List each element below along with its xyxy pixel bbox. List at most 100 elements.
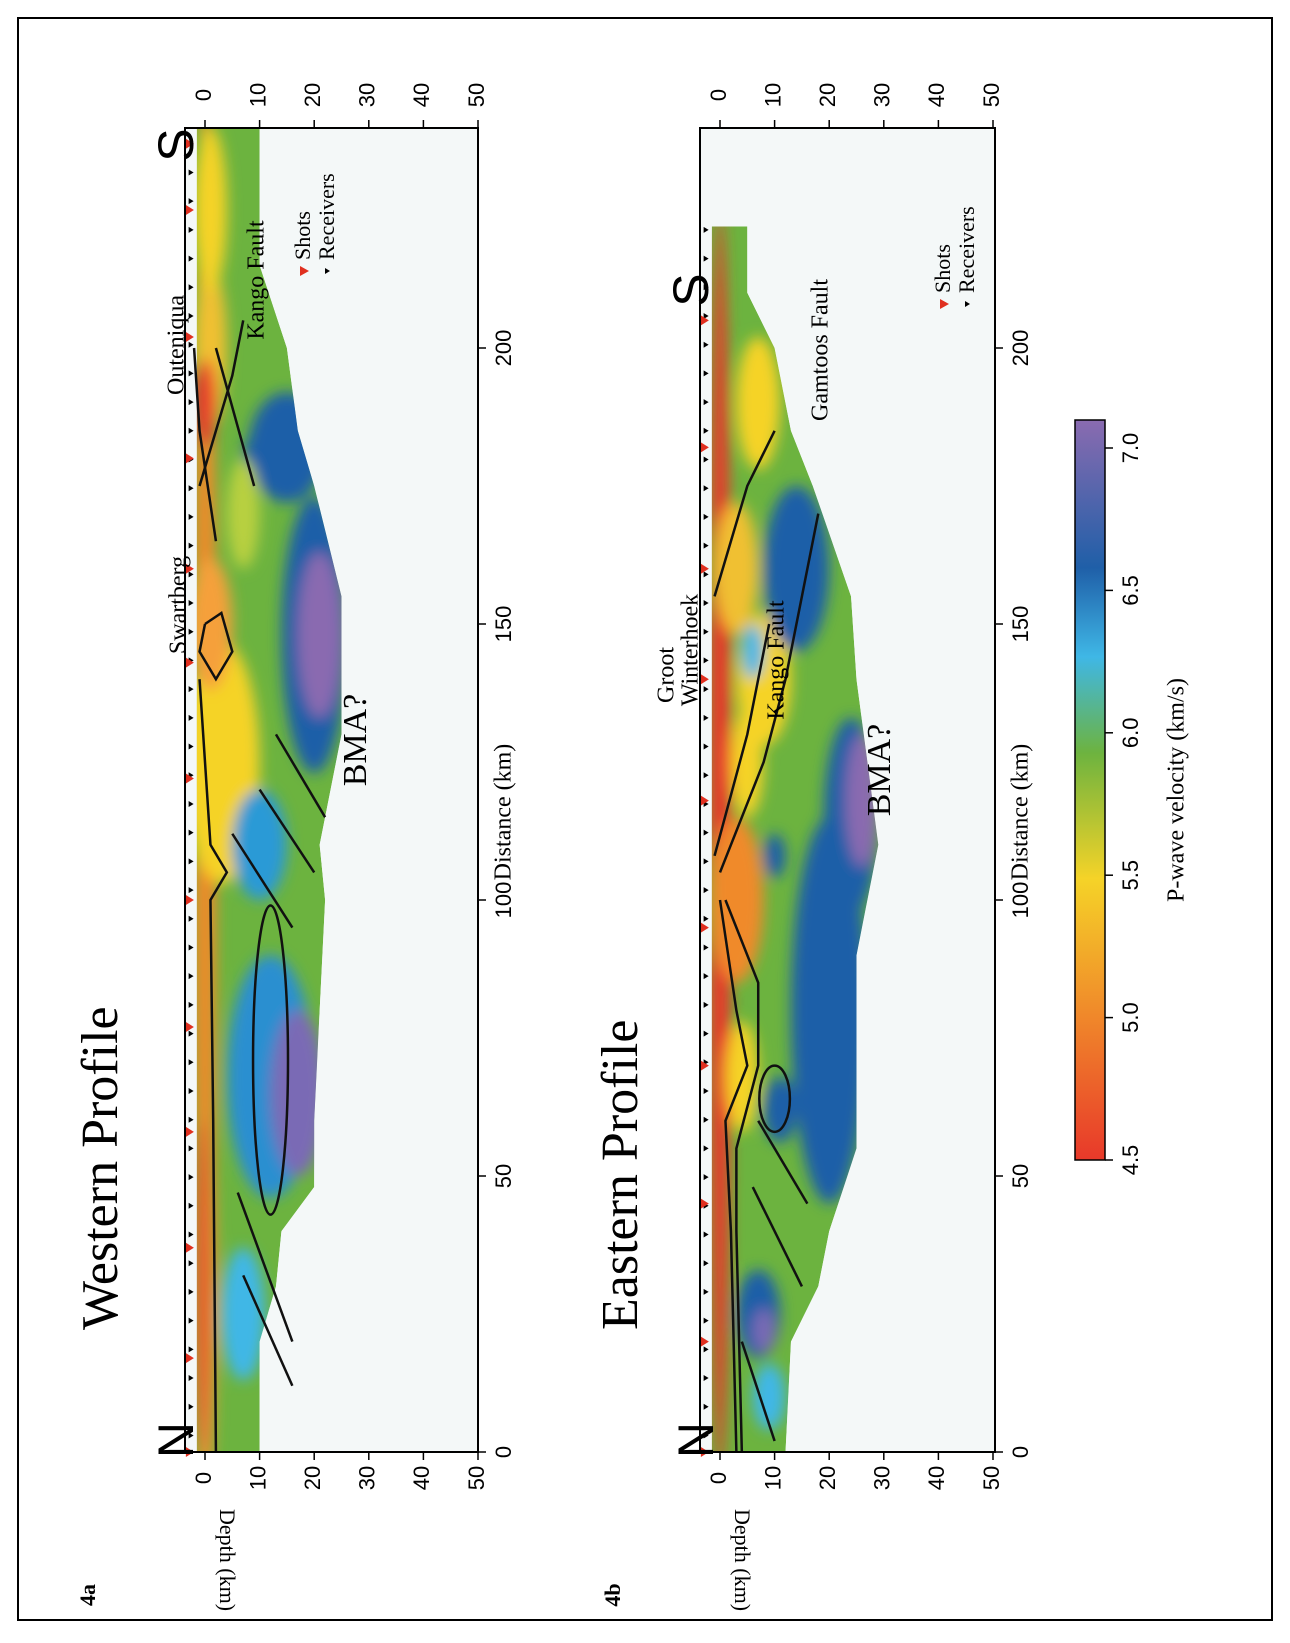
panel-label: 4b	[600, 1583, 625, 1606]
colorbar-tick-label: 5.5	[1118, 860, 1143, 891]
annotation: Groot	[654, 647, 680, 703]
receiver	[188, 1288, 194, 1295]
y-tick-label: 0	[191, 1472, 216, 1484]
colorbar: 4.5 5.0 5.5 6.0 6.5 7.0 P-wave velocity (km/s)	[1074, 419, 1190, 1176]
x-tick-label: 150	[1008, 606, 1033, 643]
receiver	[703, 1001, 709, 1008]
receiver	[703, 944, 709, 951]
receiver	[188, 1403, 194, 1410]
fault-line	[192, 347, 218, 542]
fault-line	[198, 320, 245, 487]
y-tick-label-right: 0	[191, 89, 216, 101]
colorbar-scale	[1074, 419, 1106, 1161]
fault-line	[231, 833, 294, 929]
shot	[185, 1242, 194, 1253]
legend-label: Receivers	[314, 173, 339, 260]
receiver	[188, 284, 194, 291]
receiver	[703, 1116, 709, 1123]
receiver	[703, 1145, 709, 1152]
y-tick-label-right: 50	[464, 83, 489, 107]
receiver	[703, 628, 709, 635]
colorbar-tick-label: 4.5	[1118, 1145, 1143, 1176]
x-tick-label: 50	[491, 1164, 516, 1188]
velocity-blob	[763, 833, 786, 878]
y-tick-label-right: 20	[300, 83, 325, 107]
fault-line	[740, 1341, 776, 1442]
legend-label: Receivers	[954, 206, 979, 293]
velocity-blob	[270, 1010, 326, 1176]
receiver	[703, 686, 709, 693]
receiver	[703, 255, 709, 262]
receiver	[703, 1231, 709, 1238]
receiver	[188, 1174, 194, 1181]
annotation: Outeniqua	[164, 295, 190, 395]
receiver	[703, 399, 709, 406]
velocity-model	[711, 226, 879, 1452]
shot	[700, 1336, 709, 1347]
receiver	[188, 743, 194, 750]
north-label: N	[148, 1422, 204, 1458]
y-tick-label-right: 10	[760, 83, 785, 107]
shot	[185, 1021, 194, 1032]
fault-line	[198, 610, 234, 682]
velocity-blob	[752, 1308, 775, 1353]
fault-line	[724, 899, 760, 1453]
receiver	[188, 1202, 194, 1209]
fault-line	[258, 788, 316, 874]
y-tick-label: 20	[815, 1466, 840, 1490]
velocity-blob	[196, 127, 227, 293]
velocity-blob	[196, 557, 233, 691]
receiver	[188, 370, 194, 377]
annotation: BMA?	[861, 724, 898, 817]
receiver	[188, 513, 194, 520]
receiver	[703, 772, 709, 779]
colorbar-label: P-wave velocity (km/s)	[1164, 678, 1190, 902]
y-tick-label: 30	[355, 1466, 380, 1490]
receiver	[703, 829, 709, 836]
velocity-blob	[226, 458, 260, 569]
receiver	[703, 600, 709, 607]
colorbar-tick-label: 6.5	[1118, 575, 1143, 606]
fault-line	[242, 1274, 294, 1387]
receiver	[188, 169, 194, 176]
velocity-blob	[752, 1363, 786, 1430]
y-tick-label-right: 40	[409, 83, 434, 107]
x-axis-label: Distance (km)	[1008, 744, 1034, 881]
receiver	[188, 427, 194, 434]
fault-line	[757, 1120, 809, 1205]
y-tick-label-right: 30	[355, 83, 380, 107]
receiver	[703, 1030, 709, 1037]
y-tick-label: 50	[979, 1466, 1004, 1490]
shot	[185, 1126, 194, 1137]
receiver	[703, 1403, 709, 1410]
shot	[700, 442, 709, 453]
receiver	[188, 485, 194, 492]
shot	[700, 1060, 709, 1071]
bma-outline	[758, 1064, 792, 1134]
receiver	[188, 686, 194, 693]
colorbar-tick-label: 5.0	[1118, 1002, 1143, 1033]
receiver	[188, 600, 194, 607]
receiver	[188, 542, 194, 549]
panel-label: 4a	[75, 1584, 100, 1606]
receiver	[188, 1317, 194, 1324]
fault-line	[718, 899, 749, 1453]
receiver	[188, 255, 194, 262]
receiver	[188, 1346, 194, 1353]
shot	[185, 1353, 194, 1364]
fault-line	[274, 733, 327, 818]
shot	[185, 773, 194, 784]
receiver	[703, 1317, 709, 1324]
shot	[185, 453, 194, 464]
shot	[700, 1198, 709, 1209]
y-tick-label: 40	[409, 1466, 434, 1490]
receiver	[188, 714, 194, 721]
y-tick-label-right: 20	[815, 83, 840, 107]
y-tick-label: 40	[924, 1466, 949, 1490]
fault-line	[713, 623, 771, 857]
fault-line	[713, 430, 776, 597]
receiver	[188, 1001, 194, 1008]
receiver	[703, 542, 709, 549]
colorbar-tick-label: 7.0	[1118, 433, 1143, 464]
